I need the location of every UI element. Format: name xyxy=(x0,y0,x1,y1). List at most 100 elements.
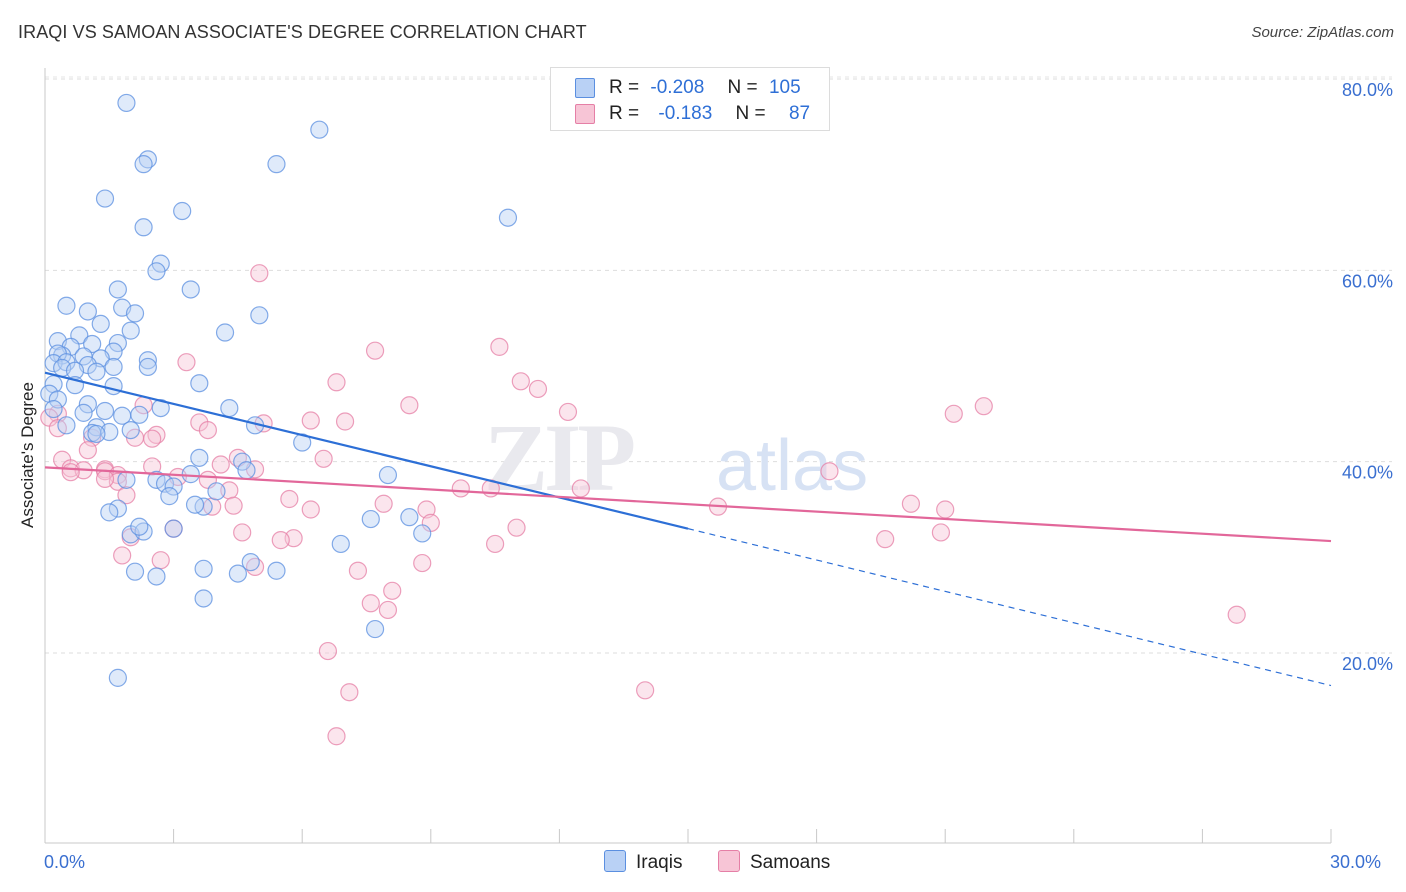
iraqis-point xyxy=(190,448,209,467)
legend-swatch-iraqis xyxy=(575,78,595,98)
iraqis-trend-line xyxy=(44,371,689,530)
samoans-point xyxy=(151,551,170,570)
samoans-point xyxy=(143,457,162,476)
iraqis-point xyxy=(100,503,119,522)
iraqis-point xyxy=(267,155,286,174)
samoans-point xyxy=(936,500,955,519)
iraqis-point xyxy=(83,334,102,354)
y-tick-label: 60.0% xyxy=(1342,271,1393,291)
iraqis-point xyxy=(147,470,166,489)
iraqis-point xyxy=(108,333,127,353)
bottom-legend-samoans: Samoans xyxy=(718,850,831,874)
iraqis-point xyxy=(164,477,183,496)
samoans-point xyxy=(271,531,290,550)
samoans-point xyxy=(95,469,115,488)
samoans-point xyxy=(250,264,269,283)
bottom-legend-label-iraqis: Iraqis xyxy=(636,852,683,874)
samoans-point xyxy=(365,341,385,360)
trend-lines xyxy=(44,371,1332,687)
iraqis-point xyxy=(331,534,350,554)
iraqis-points xyxy=(40,93,518,687)
source-credit: Source: ZipAtlas.com xyxy=(1251,24,1394,41)
y-tick-label: 20.0% xyxy=(1342,654,1393,674)
watermark-atlas: atlas xyxy=(716,426,868,506)
legend-box: R = -0.208 N = 105 R = -0.183 N = 87 xyxy=(550,67,830,131)
iraqis-point xyxy=(267,561,286,580)
iraqis-point xyxy=(164,519,183,538)
samoans-point xyxy=(931,523,951,542)
bottom-legend-iraqis: Iraqis xyxy=(604,850,683,874)
iraqis-point xyxy=(130,405,149,424)
samoans-point xyxy=(318,641,338,661)
iraqis-point xyxy=(220,398,239,418)
iraqis-trend-extension xyxy=(687,528,1332,687)
samoans-point xyxy=(113,546,132,565)
iraqis-point xyxy=(250,306,269,325)
legend-n-value: 87 xyxy=(788,103,811,124)
iraqis-point xyxy=(104,357,123,377)
samoans-point xyxy=(143,429,162,448)
iraqis-point xyxy=(117,470,136,489)
iraqis-point xyxy=(57,296,76,315)
samoans-trend-line xyxy=(44,466,1332,543)
legend-swatch-samoans xyxy=(575,104,595,124)
iraqis-point xyxy=(130,517,149,536)
samoans-point xyxy=(413,553,432,573)
iraqis-point xyxy=(498,208,518,227)
iraqis-point xyxy=(117,93,136,113)
samoans-point xyxy=(301,500,320,519)
samoans-point xyxy=(944,404,963,423)
iraqis-point xyxy=(228,564,247,583)
bottom-legend-label-samoans: Samoans xyxy=(750,852,831,874)
iraqis-point xyxy=(147,567,166,586)
samoans-point xyxy=(340,683,359,702)
y-tick-labels: 20.0% 40.0% 60.0% 80.0% xyxy=(1342,80,1393,674)
samoans-point xyxy=(301,411,320,430)
bottom-legend-swatch-samoans xyxy=(718,850,740,872)
watermark-zip: ZIP xyxy=(484,404,633,511)
iraqis-point xyxy=(215,323,235,342)
x-tick-label-max: 30.0% xyxy=(1330,852,1382,872)
samoans-point xyxy=(876,530,895,549)
iraqis-point xyxy=(361,509,380,529)
iraqis-point xyxy=(108,499,127,518)
x-tick-label-min: 0.0% xyxy=(44,852,86,872)
samoans-point xyxy=(571,479,590,498)
samoans-point xyxy=(327,373,346,392)
iraqis-point xyxy=(378,465,398,485)
iraqis-point xyxy=(74,403,93,422)
iraqis-point xyxy=(44,399,63,419)
samoans-point xyxy=(974,397,993,416)
samoans-point xyxy=(378,600,398,620)
iraqis-point xyxy=(87,424,106,444)
iraqis-point xyxy=(125,562,145,581)
legend-r-label: R = xyxy=(609,77,640,98)
iraqis-point xyxy=(108,668,127,687)
iraqis-point xyxy=(134,218,153,237)
samoans-point xyxy=(314,449,333,468)
iraqis-point xyxy=(310,120,329,139)
samoans-point xyxy=(507,518,526,537)
samoans-point xyxy=(558,402,578,422)
samoans-point xyxy=(78,441,97,460)
axes xyxy=(44,68,1332,844)
samoans-point xyxy=(348,561,368,580)
legend-r-value: -0.208 xyxy=(650,77,705,98)
samoans-point xyxy=(117,486,136,505)
legend-r-value: -0.183 xyxy=(658,103,713,124)
iraqis-point xyxy=(173,201,192,221)
iraqis-point xyxy=(78,302,97,321)
iraqis-point xyxy=(185,495,205,514)
iraqis-point xyxy=(104,376,123,396)
samoans-point xyxy=(61,463,80,482)
legend-n-label: N = xyxy=(727,77,758,98)
iraqis-point xyxy=(78,395,97,414)
iraqis-point xyxy=(365,619,385,639)
samoans-point xyxy=(528,379,548,399)
samoans-point xyxy=(233,523,252,542)
iraqis-point xyxy=(190,374,209,393)
iraqis-point xyxy=(237,461,256,480)
samoans-point xyxy=(224,496,243,515)
iraqis-point xyxy=(233,452,252,471)
